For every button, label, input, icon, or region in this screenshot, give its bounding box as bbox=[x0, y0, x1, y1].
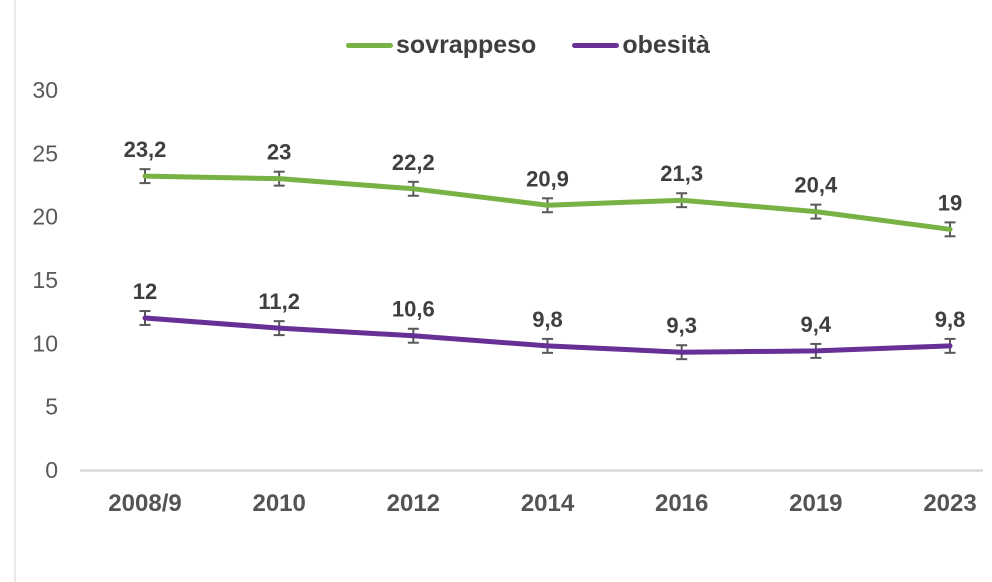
data-label-obesita: 9,3 bbox=[666, 313, 697, 338]
legend-line-swatch-obesita bbox=[572, 43, 620, 48]
x-axis-tick-label: 2010 bbox=[252, 490, 305, 517]
data-label-sovrappeso: 20,4 bbox=[794, 173, 838, 198]
data-label-obesita: 9,4 bbox=[801, 312, 832, 337]
y-axis-tick-label: 10 bbox=[32, 330, 58, 356]
series-line-obesita bbox=[142, 315, 953, 355]
data-label-sovrappeso: 23,2 bbox=[124, 137, 167, 162]
data-label-obesita: 11,2 bbox=[258, 289, 300, 314]
chart-left-border bbox=[14, 0, 16, 582]
data-label-obesita: 10,6 bbox=[392, 297, 435, 322]
x-axis-tick-label: 2012 bbox=[387, 490, 440, 517]
data-label-sovrappeso: 22,2 bbox=[392, 150, 435, 175]
data-label-sovrappeso: 19 bbox=[938, 190, 962, 215]
data-label-obesita: 12 bbox=[133, 279, 157, 304]
data-label-obesita: 9,8 bbox=[532, 307, 563, 332]
data-label-sovrappeso: 23 bbox=[267, 140, 291, 165]
series-line-sovrappeso bbox=[142, 173, 953, 232]
legend-line-swatch-sovrappeso bbox=[346, 43, 393, 48]
x-axis-tick-label: 2023 bbox=[923, 490, 976, 517]
chart-legend: sovrappeso obesità bbox=[346, 33, 710, 58]
data-label-obesita: 9,8 bbox=[935, 307, 966, 332]
legend-label-sovrappeso: sovrappeso bbox=[396, 31, 537, 59]
x-axis-tick-label: 2019 bbox=[789, 490, 842, 517]
legend-item-sovrappeso: sovrappeso bbox=[346, 33, 536, 58]
data-label-sovrappeso: 20,9 bbox=[526, 166, 569, 191]
legend-item-obesita: obesità bbox=[572, 33, 710, 58]
y-axis-tick-label: 0 bbox=[45, 457, 58, 483]
x-axis-tick-label: 2014 bbox=[521, 490, 575, 517]
legend-label-obesita: obesità bbox=[622, 31, 710, 59]
y-axis-tick-label: 25 bbox=[32, 140, 58, 166]
x-axis-tick-label: 2016 bbox=[655, 490, 708, 517]
data-label-sovrappeso: 21,3 bbox=[660, 161, 703, 186]
y-axis-tick-label: 5 bbox=[45, 394, 58, 420]
y-axis-tick-label: 15 bbox=[32, 267, 58, 293]
x-axis-tick-label: 2008/9 bbox=[108, 490, 181, 517]
y-axis-tick-label: 30 bbox=[32, 77, 58, 103]
y-axis-tick-label: 20 bbox=[32, 204, 58, 230]
